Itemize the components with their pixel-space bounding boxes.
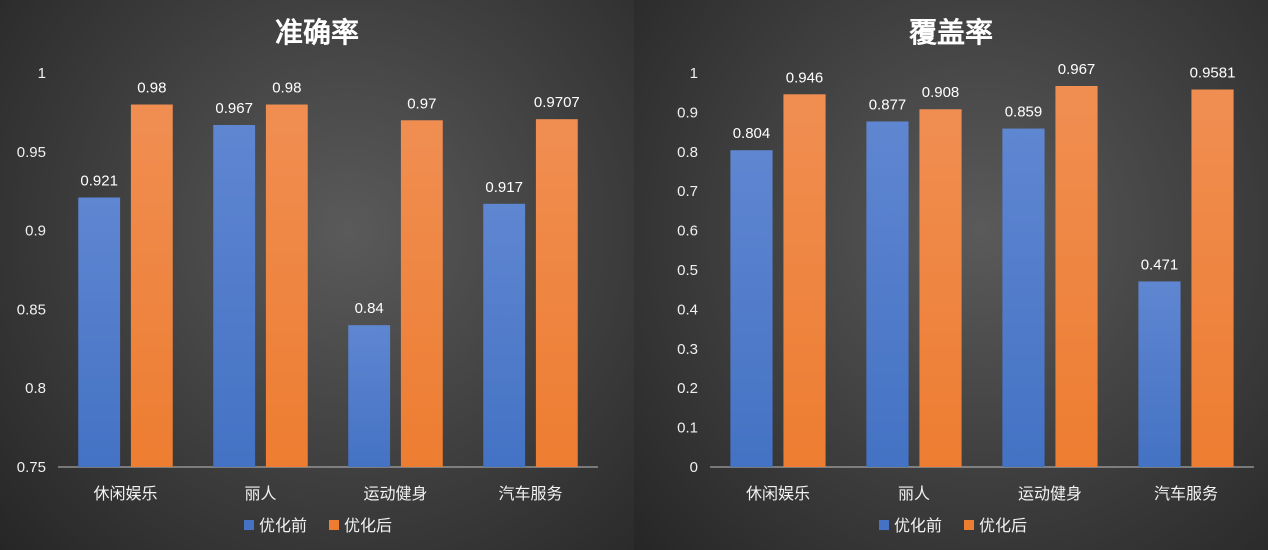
- legend-swatch-before: [244, 520, 254, 530]
- data-label-before: 0.917: [485, 179, 523, 196]
- bar-before: [78, 197, 121, 467]
- y-tick-label: 1: [38, 65, 46, 82]
- legend-swatch-before: [879, 520, 889, 530]
- y-tick-label: 0.2: [677, 380, 698, 397]
- data-label-before: 0.471: [1141, 256, 1179, 273]
- data-label-after: 0.9707: [534, 94, 580, 111]
- data-label-after: 0.98: [137, 80, 166, 97]
- coverage-chart: 覆盖率 0 0.1 0.2 0.3 0.4 0.5 0.6 0.7 0.8 0.9 1 0.804 0.9…: [677, 16, 1254, 535]
- bar-after: [1191, 89, 1234, 467]
- category-label: 休闲娱乐: [746, 484, 810, 503]
- coverage-chart-panel: 覆盖率 0 0.1 0.2 0.3 0.4 0.5 0.6 0.7 0.8 0.9 1 0.804 0.9…: [634, 0, 1268, 550]
- bar-before: [483, 203, 526, 468]
- bar-before: [348, 325, 391, 467]
- data-label-before: 0.967: [215, 100, 253, 117]
- data-label-after: 0.98: [272, 80, 301, 97]
- bar-after: [265, 104, 308, 468]
- legend-swatch-after: [329, 520, 339, 530]
- category-label: 休闲娱乐: [93, 484, 157, 503]
- data-label-before: 0.921: [80, 173, 118, 190]
- bar-before: [866, 121, 909, 467]
- legend-label-before: 优化前: [259, 516, 307, 535]
- category-label: 汽车服务: [1154, 484, 1218, 503]
- y-tick-label: 0.9: [677, 104, 698, 121]
- accuracy-chart-panel: 准确率 0.75 0.8 0.85 0.9 0.95 1 0.921 0.98 休闲娱乐 0.967…: [0, 0, 634, 550]
- bar-before: [730, 150, 773, 467]
- category-label: 运动健身: [363, 484, 427, 503]
- legend-label-before: 优化前: [894, 516, 942, 535]
- bar-after: [535, 119, 578, 467]
- legend-label-after: 优化后: [979, 516, 1027, 535]
- data-label-before: 0.877: [869, 96, 907, 113]
- legend-label-after: 优化后: [344, 516, 392, 535]
- y-tick-label: 1: [690, 65, 698, 82]
- chart-title: 准确率: [275, 16, 359, 49]
- data-label-after: 0.908: [922, 84, 960, 101]
- data-label-after: 0.967: [1058, 61, 1096, 78]
- bar-before: [1138, 281, 1181, 467]
- y-tick-label: 0.7: [677, 183, 698, 200]
- y-tick-label: 0.5: [677, 262, 698, 279]
- chart-title: 覆盖率: [908, 16, 993, 49]
- legend-swatch-after: [964, 520, 974, 530]
- data-label-after: 0.9581: [1190, 65, 1236, 82]
- bar-after: [400, 120, 443, 467]
- data-label-before: 0.804: [733, 125, 771, 142]
- y-tick-label: 0.4: [677, 301, 698, 318]
- data-label-before: 0.84: [355, 300, 384, 317]
- bar-after: [783, 94, 826, 467]
- bar-after: [130, 104, 173, 468]
- y-tick-label: 0.3: [677, 341, 698, 358]
- category-label: 丽人: [898, 484, 930, 503]
- y-tick-label: 0.75: [17, 459, 46, 476]
- data-label-after: 0.946: [786, 69, 824, 86]
- bar-after: [1055, 86, 1098, 467]
- data-label-after: 0.97: [407, 95, 436, 112]
- category-label: 汽车服务: [498, 484, 562, 503]
- bar-after: [919, 109, 962, 468]
- y-tick-label: 0: [690, 459, 698, 476]
- data-label-before: 0.859: [1005, 104, 1043, 121]
- y-tick-label: 0.8: [677, 144, 698, 161]
- y-tick-label: 0.9: [25, 223, 46, 240]
- category-label: 丽人: [244, 484, 276, 503]
- accuracy-chart: 准确率 0.75 0.8 0.85 0.9 0.95 1 0.921 0.98 休闲娱乐 0.967…: [17, 16, 598, 535]
- y-tick-label: 0.85: [17, 301, 46, 318]
- y-tick-label: 0.1: [677, 420, 698, 437]
- bar-before: [213, 125, 256, 468]
- category-label: 运动健身: [1018, 484, 1082, 503]
- y-tick-label: 0.6: [677, 223, 698, 240]
- bar-before: [1002, 128, 1045, 467]
- y-tick-label: 0.8: [25, 380, 46, 397]
- y-tick-label: 0.95: [17, 144, 46, 161]
